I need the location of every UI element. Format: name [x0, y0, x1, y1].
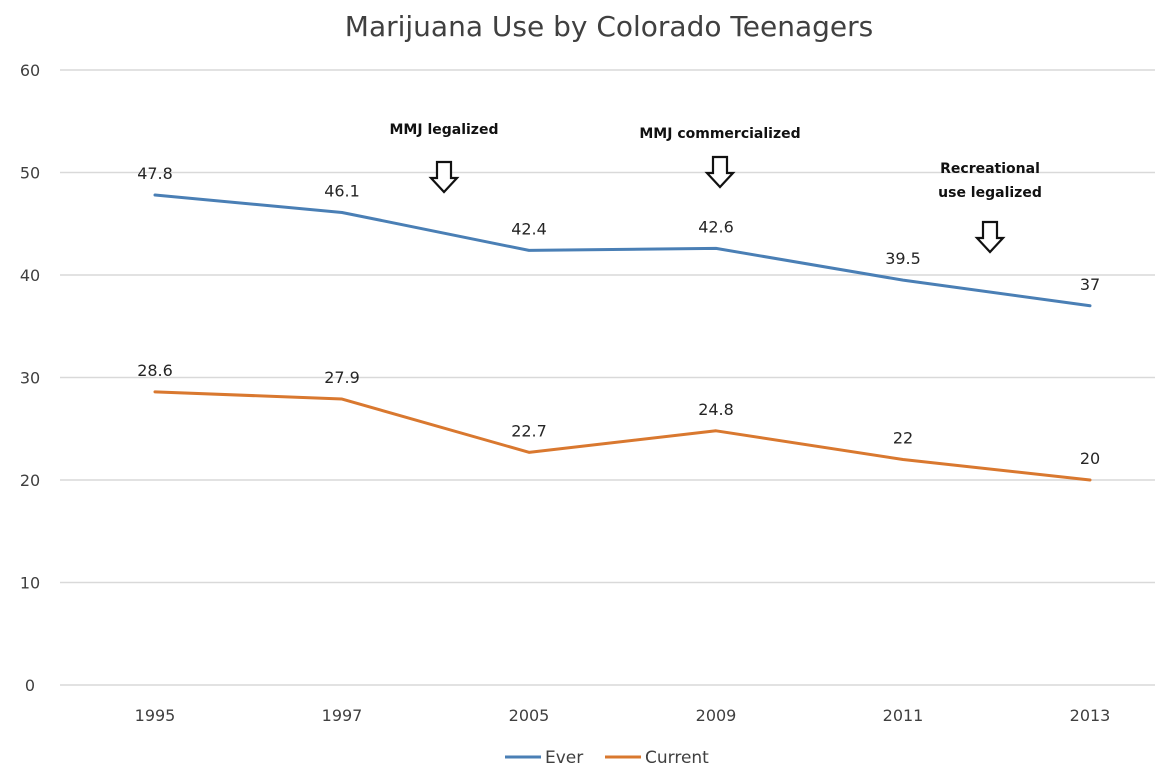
- annotations: MMJ legalized MMJ commercialized Recreatio…: [390, 122, 1042, 254]
- y-tick-label: 40: [20, 266, 40, 285]
- data-label: 47.8: [137, 164, 173, 183]
- x-tick-label: 2013: [1070, 706, 1111, 725]
- series-lines: [153, 193, 1092, 482]
- data-label: 20: [1080, 449, 1100, 468]
- data-label: 37: [1080, 275, 1100, 294]
- y-tick-label: 0: [25, 676, 35, 695]
- down-arrow-icon: [428, 160, 460, 194]
- gridlines: [60, 69, 1155, 686]
- data-label: 28.6: [137, 361, 173, 380]
- data-label: 22.7: [511, 421, 547, 440]
- y-axis-ticks: 0 10 20 30 40 50 60: [20, 61, 40, 695]
- x-tick-label: 2011: [883, 706, 924, 725]
- legend-label: Current: [645, 748, 709, 767]
- x-axis-ticks: 1995 1997 2005 2009 2011 2013: [135, 706, 1111, 725]
- data-label: 39.5: [885, 249, 921, 268]
- data-label: 42.6: [698, 217, 734, 236]
- y-tick-label: 60: [20, 61, 40, 80]
- legend-label: Ever: [545, 748, 583, 767]
- annotation-text: MMJ legalized: [390, 122, 499, 138]
- down-arrow-icon: [704, 155, 736, 189]
- y-tick-label: 30: [20, 369, 40, 388]
- chart-title: Marijuana Use by Colorado Teenagers: [345, 10, 873, 43]
- series-line-ever: [153, 193, 1092, 308]
- x-tick-label: 1997: [322, 706, 363, 725]
- x-tick-label: 1995: [135, 706, 176, 725]
- annotation-text: MMJ commercialized: [639, 126, 800, 142]
- y-tick-label: 10: [20, 574, 40, 593]
- data-label: 27.9: [324, 368, 360, 387]
- data-label: 46.1: [324, 181, 360, 200]
- annotation-text: use legalized: [938, 185, 1042, 201]
- data-labels: 47.8 46.1 42.4 42.6 39.5 37 28.6 27.9 22.7 24.8 22…: [137, 164, 1100, 468]
- down-arrow-icon: [974, 220, 1006, 254]
- x-tick-label: 2005: [509, 706, 550, 725]
- data-label: 24.8: [698, 400, 734, 419]
- x-tick-label: 2009: [696, 706, 737, 725]
- y-tick-label: 50: [20, 164, 40, 183]
- y-tick-label: 20: [20, 471, 40, 490]
- annotation-text: Recreational: [940, 161, 1040, 177]
- data-label: 22: [893, 429, 913, 448]
- legend: Ever Current: [505, 748, 709, 767]
- series-line-current: [153, 390, 1092, 482]
- data-label: 42.4: [511, 219, 547, 238]
